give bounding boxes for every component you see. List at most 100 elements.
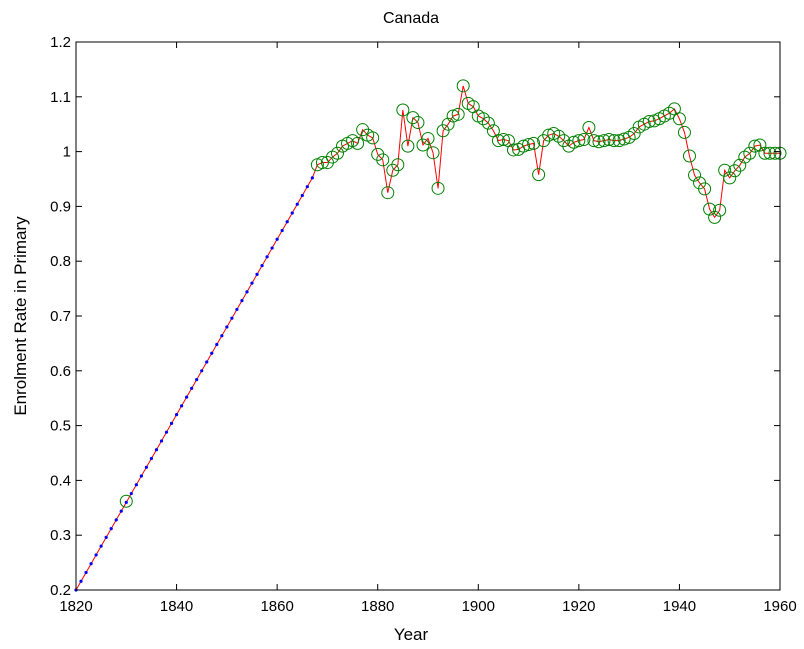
y-tick-label: 0.2 [50,582,71,599]
interpolated-point [134,483,138,487]
observed-point [491,134,505,148]
observed-point [713,203,727,217]
observed-point [411,116,425,130]
observed-point [391,158,405,172]
interpolated-point [305,185,309,189]
observed-point [688,168,702,182]
interpolated-point [119,509,123,513]
interpolated-point [210,351,214,355]
observed-point [567,135,581,149]
interpolated-point [225,325,229,329]
observed-point [738,150,752,164]
y-axis-label: Enrolment Rate in Primary [11,216,30,416]
observed-point [119,494,133,508]
interpolated-point [79,579,83,583]
x-tick-label: 1820 [59,598,92,615]
observed-point [562,139,576,153]
interpolated-point [270,246,274,250]
x-tick-label: 1840 [160,598,193,615]
interpolated-point [124,500,128,504]
interpolated-point [84,570,88,575]
interpolated-point [164,430,169,434]
interpolated-point [104,535,108,539]
observed-point [416,138,430,152]
y-tick-label: 0.4 [50,472,71,489]
observed-point [733,158,747,172]
observed-point [617,132,631,146]
chart-title: Canada [383,10,439,27]
interpolated-point [149,456,154,461]
observed-point [723,171,737,185]
observed-point [582,120,596,134]
y-tick-label: 0.9 [50,198,71,215]
observed-point [642,114,656,128]
observed-point [602,133,616,147]
interpolated-point [185,395,189,399]
observed-point [743,146,757,160]
interpolated-point [260,263,264,268]
observed-point [612,134,626,148]
interpolated-point [154,448,159,452]
interpolated-point [114,518,118,522]
observed-point [758,146,772,160]
y-tick-label: 0.3 [50,527,71,544]
observed-point [351,136,365,150]
observed-point [748,139,762,153]
interpolated-point [250,281,254,285]
observed-point [527,136,541,150]
x-tick-label: 1860 [260,598,293,615]
interpolated-point [190,386,194,390]
observed-point [396,103,410,117]
x-axis-label: Year [394,625,429,644]
interpolated-point [275,237,279,241]
interpolated-point [230,316,234,320]
observed-point [401,139,415,153]
series-line [75,85,780,591]
interpolated-point [109,527,113,531]
observed-point [718,163,732,177]
observed-point [597,134,611,148]
y-tick-label: 1.2 [50,34,71,51]
interpolated-point [159,439,164,443]
observed-point [381,186,395,200]
interpolated-point [220,334,224,338]
interpolated-point [280,228,284,233]
observed-point [426,146,440,160]
observed-point [451,107,465,121]
y-tick-label: 0.8 [50,253,71,270]
interpolated-point [174,413,179,417]
interpolated-point [99,544,103,548]
observed-point [421,131,435,145]
observed-point [577,133,591,147]
observed-point [552,129,566,143]
observed-point [622,130,636,144]
interpolated-point [200,369,204,373]
observed-point [376,153,390,167]
observed-point [476,112,490,126]
observed-point [698,182,712,196]
observed-point [522,137,536,151]
observed-point [441,117,455,131]
observed-point [662,106,676,120]
x-tick-label: 1920 [562,598,595,615]
observed-point [542,128,556,142]
interpolated-point [195,377,199,382]
interpolated-point [290,211,294,215]
observed-point [677,125,691,139]
interpolated-point [310,176,314,180]
observed-point [592,135,606,149]
x-tick-label: 1960 [763,598,796,615]
y-tick-label: 1.1 [50,89,71,106]
observed-point [436,124,450,138]
interpolated-point [255,272,259,276]
interpolated-point [245,290,249,294]
observed-point [682,149,696,163]
observed-point [406,111,420,125]
observed-point [708,210,722,224]
observed-point [330,146,344,160]
observed-point [456,79,470,93]
observed-point [325,150,339,164]
observed-point [572,134,586,148]
y-tick-label: 1 [63,144,71,161]
